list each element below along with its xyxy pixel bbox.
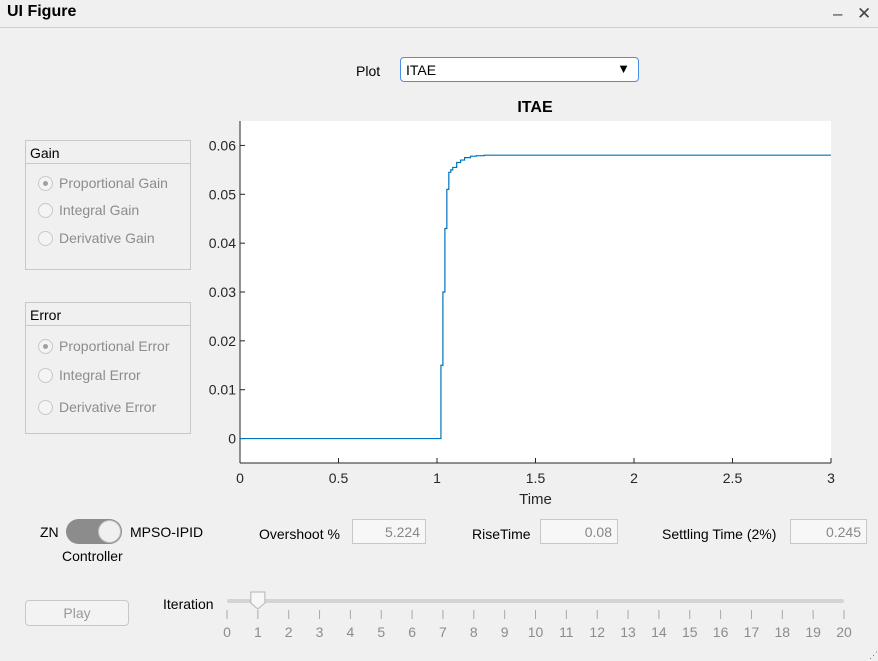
x-tick-label: 2: [630, 470, 638, 486]
y-tick-label: 0.05: [209, 186, 236, 202]
x-axis-label: Time: [519, 491, 552, 508]
x-tick-label: 0: [236, 470, 244, 486]
slider-tick-label: 15: [682, 624, 698, 640]
y-tick-label: 0: [228, 431, 236, 447]
error-panel-title: Error: [26, 303, 190, 326]
slider-tick-label: 6: [408, 624, 416, 640]
radio-circle: [38, 400, 53, 415]
risetime-label: RiseTime: [472, 526, 531, 542]
title-bar: UI Figure – ✕: [0, 0, 878, 28]
slider-tick-label: 17: [744, 624, 760, 640]
slider-tick-label: 19: [805, 624, 821, 640]
plot-dropdown[interactable]: ITAE ▼: [400, 57, 639, 82]
itae-series-line: [240, 154, 831, 440]
settling-label: Settling Time (2%): [662, 526, 777, 542]
slider-tick-label: 9: [501, 624, 509, 640]
slider-tick-label: 3: [316, 624, 324, 640]
settling-field[interactable]: 0.245: [790, 519, 867, 544]
slider-tick-label: 4: [347, 624, 355, 640]
radio-label: Proportional Error: [59, 338, 170, 354]
risetime-field[interactable]: 0.08: [540, 519, 618, 544]
x-tick-label: 1.5: [526, 470, 546, 486]
radio-circle: [38, 368, 53, 383]
gain-panel-title: Gain: [26, 141, 190, 164]
play-button[interactable]: Play: [25, 600, 129, 626]
slider-tick-label: 18: [775, 624, 791, 640]
radio-label: Derivative Gain: [59, 230, 155, 246]
radio-circle: [38, 176, 53, 191]
y-tick-label: 0.03: [209, 284, 236, 300]
x-tick-label: 3: [827, 470, 835, 486]
slider-tick-label: 20: [836, 624, 852, 640]
error-panel: Error Proportional Error Integral Error …: [25, 302, 191, 434]
plot-area: [240, 121, 831, 463]
window-title: UI Figure: [7, 3, 77, 20]
switch-left-label: ZN: [40, 524, 59, 540]
slider-tick-label: 0: [223, 624, 231, 640]
overshoot-field[interactable]: 5.224: [352, 519, 426, 544]
itae-chart[interactable]: 0 0.01 0.02 0.03 0.04 0.05 0.06 0 0.5 1 1.5 2 2.5 3 Ti…: [0, 0, 878, 520]
switch-right-label: MPSO-IPID: [130, 524, 204, 540]
x-tick-label: 1: [433, 470, 441, 486]
slider-tick-label: 10: [528, 624, 544, 640]
switch-caption: Controller: [62, 548, 123, 564]
chart-title: ITAE: [517, 99, 553, 116]
plot-label: Plot: [356, 63, 381, 79]
y-tick-label: 0.04: [209, 235, 236, 251]
iteration-label: Iteration: [163, 596, 214, 612]
slider-tick-label: 16: [713, 624, 729, 640]
slider-tick-label: 14: [651, 624, 667, 640]
resize-grip-icon[interactable]: ⋰: [869, 650, 878, 660]
radio-circle: [38, 203, 53, 218]
slider-tick-label: 11: [559, 624, 574, 640]
slider-tick-label: 5: [377, 624, 385, 640]
overshoot-label: Overshoot %: [259, 526, 340, 542]
radio-circle: [38, 339, 53, 354]
slider-track: [227, 599, 844, 603]
slider-tick-label: 8: [470, 624, 478, 640]
slider-tick-label: 1: [254, 624, 262, 640]
iteration-slider[interactable]: 0 1 2 3 4 5 6 7 8 9 10 11 12 13 14 15 16 17 18 19 20: [210, 588, 860, 648]
gain-panel: Gain Proportional Gain Integral Gain Der…: [25, 140, 191, 270]
plot-dropdown-value: ITAE: [406, 62, 437, 78]
slider-tick-label: 7: [439, 624, 447, 640]
radio-label: Integral Error: [59, 367, 141, 383]
y-tick-label: 0.02: [209, 333, 236, 349]
minimize-icon[interactable]: –: [833, 4, 843, 23]
slider-tick-label: 13: [620, 624, 636, 640]
slider-tick-label: 12: [589, 624, 605, 640]
y-tick-label: 0.06: [209, 137, 236, 153]
x-tick-label: 0.5: [329, 470, 349, 486]
radio-circle: [38, 231, 53, 246]
toggle-knob[interactable]: [98, 520, 121, 543]
triangle-down-icon[interactable]: ▼: [617, 61, 630, 76]
close-icon[interactable]: ✕: [857, 4, 872, 23]
y-tick-label: 0.01: [209, 382, 236, 398]
radio-dot: [43, 181, 48, 186]
slider-tick-label: 2: [285, 624, 293, 640]
radio-label: Proportional Gain: [59, 175, 168, 191]
radio-label: Integral Gain: [59, 202, 140, 218]
x-tick-label: 2.5: [723, 470, 743, 486]
slider-thumb[interactable]: [250, 591, 266, 610]
controller-toggle[interactable]: [66, 519, 122, 544]
radio-dot: [43, 344, 48, 349]
radio-label: Derivative Error: [59, 399, 157, 415]
